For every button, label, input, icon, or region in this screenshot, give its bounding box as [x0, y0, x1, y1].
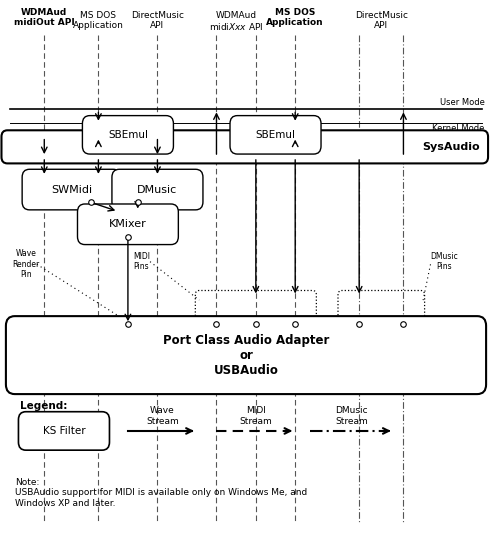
Text: User Mode: User Mode	[440, 98, 485, 107]
FancyBboxPatch shape	[230, 115, 321, 154]
Text: WDMAud
midiOut API: WDMAud midiOut API	[14, 8, 75, 27]
FancyBboxPatch shape	[22, 169, 121, 210]
FancyBboxPatch shape	[19, 412, 110, 450]
FancyBboxPatch shape	[1, 130, 488, 163]
Text: SWMidi: SWMidi	[51, 185, 92, 194]
Text: KMixer: KMixer	[109, 219, 147, 229]
Text: SysAudio: SysAudio	[422, 142, 480, 152]
Text: Wave
Stream: Wave Stream	[146, 406, 179, 426]
FancyBboxPatch shape	[6, 316, 486, 394]
Text: DirectMusic
API: DirectMusic API	[355, 11, 408, 30]
FancyBboxPatch shape	[112, 169, 203, 210]
FancyBboxPatch shape	[78, 204, 179, 245]
Text: WDMAud
midi$\it{Xxx}$ API: WDMAud midi$\it{Xxx}$ API	[209, 11, 263, 33]
Text: DMusic
Stream: DMusic Stream	[336, 406, 368, 426]
Text: MIDI
Pins: MIDI Pins	[133, 252, 150, 271]
Text: MS DOS
Application: MS DOS Application	[266, 8, 324, 27]
Text: Kernel Mode: Kernel Mode	[432, 124, 485, 134]
Text: Wave
Render
Pin: Wave Render Pin	[12, 249, 39, 279]
FancyBboxPatch shape	[83, 115, 173, 154]
Text: Port Class Audio Adapter
or
USBAudio: Port Class Audio Adapter or USBAudio	[163, 334, 329, 376]
Text: MS DOS
Application: MS DOS Application	[73, 11, 124, 30]
Text: SBEmul: SBEmul	[255, 130, 296, 140]
Text: KS Filter: KS Filter	[43, 426, 85, 436]
Text: MIDI
Stream: MIDI Stream	[240, 406, 272, 426]
Text: SBEmul: SBEmul	[108, 130, 148, 140]
Text: DirectMusic
API: DirectMusic API	[131, 11, 184, 30]
Text: Note:
USBAudio support for MIDI is available only on Windows Me, and
Windows XP : Note: USBAudio support for MIDI is avail…	[15, 478, 307, 508]
Text: DMusic
Pins: DMusic Pins	[430, 252, 458, 271]
Text: DMusic: DMusic	[137, 185, 178, 194]
Text: Legend:: Legend:	[20, 401, 67, 411]
